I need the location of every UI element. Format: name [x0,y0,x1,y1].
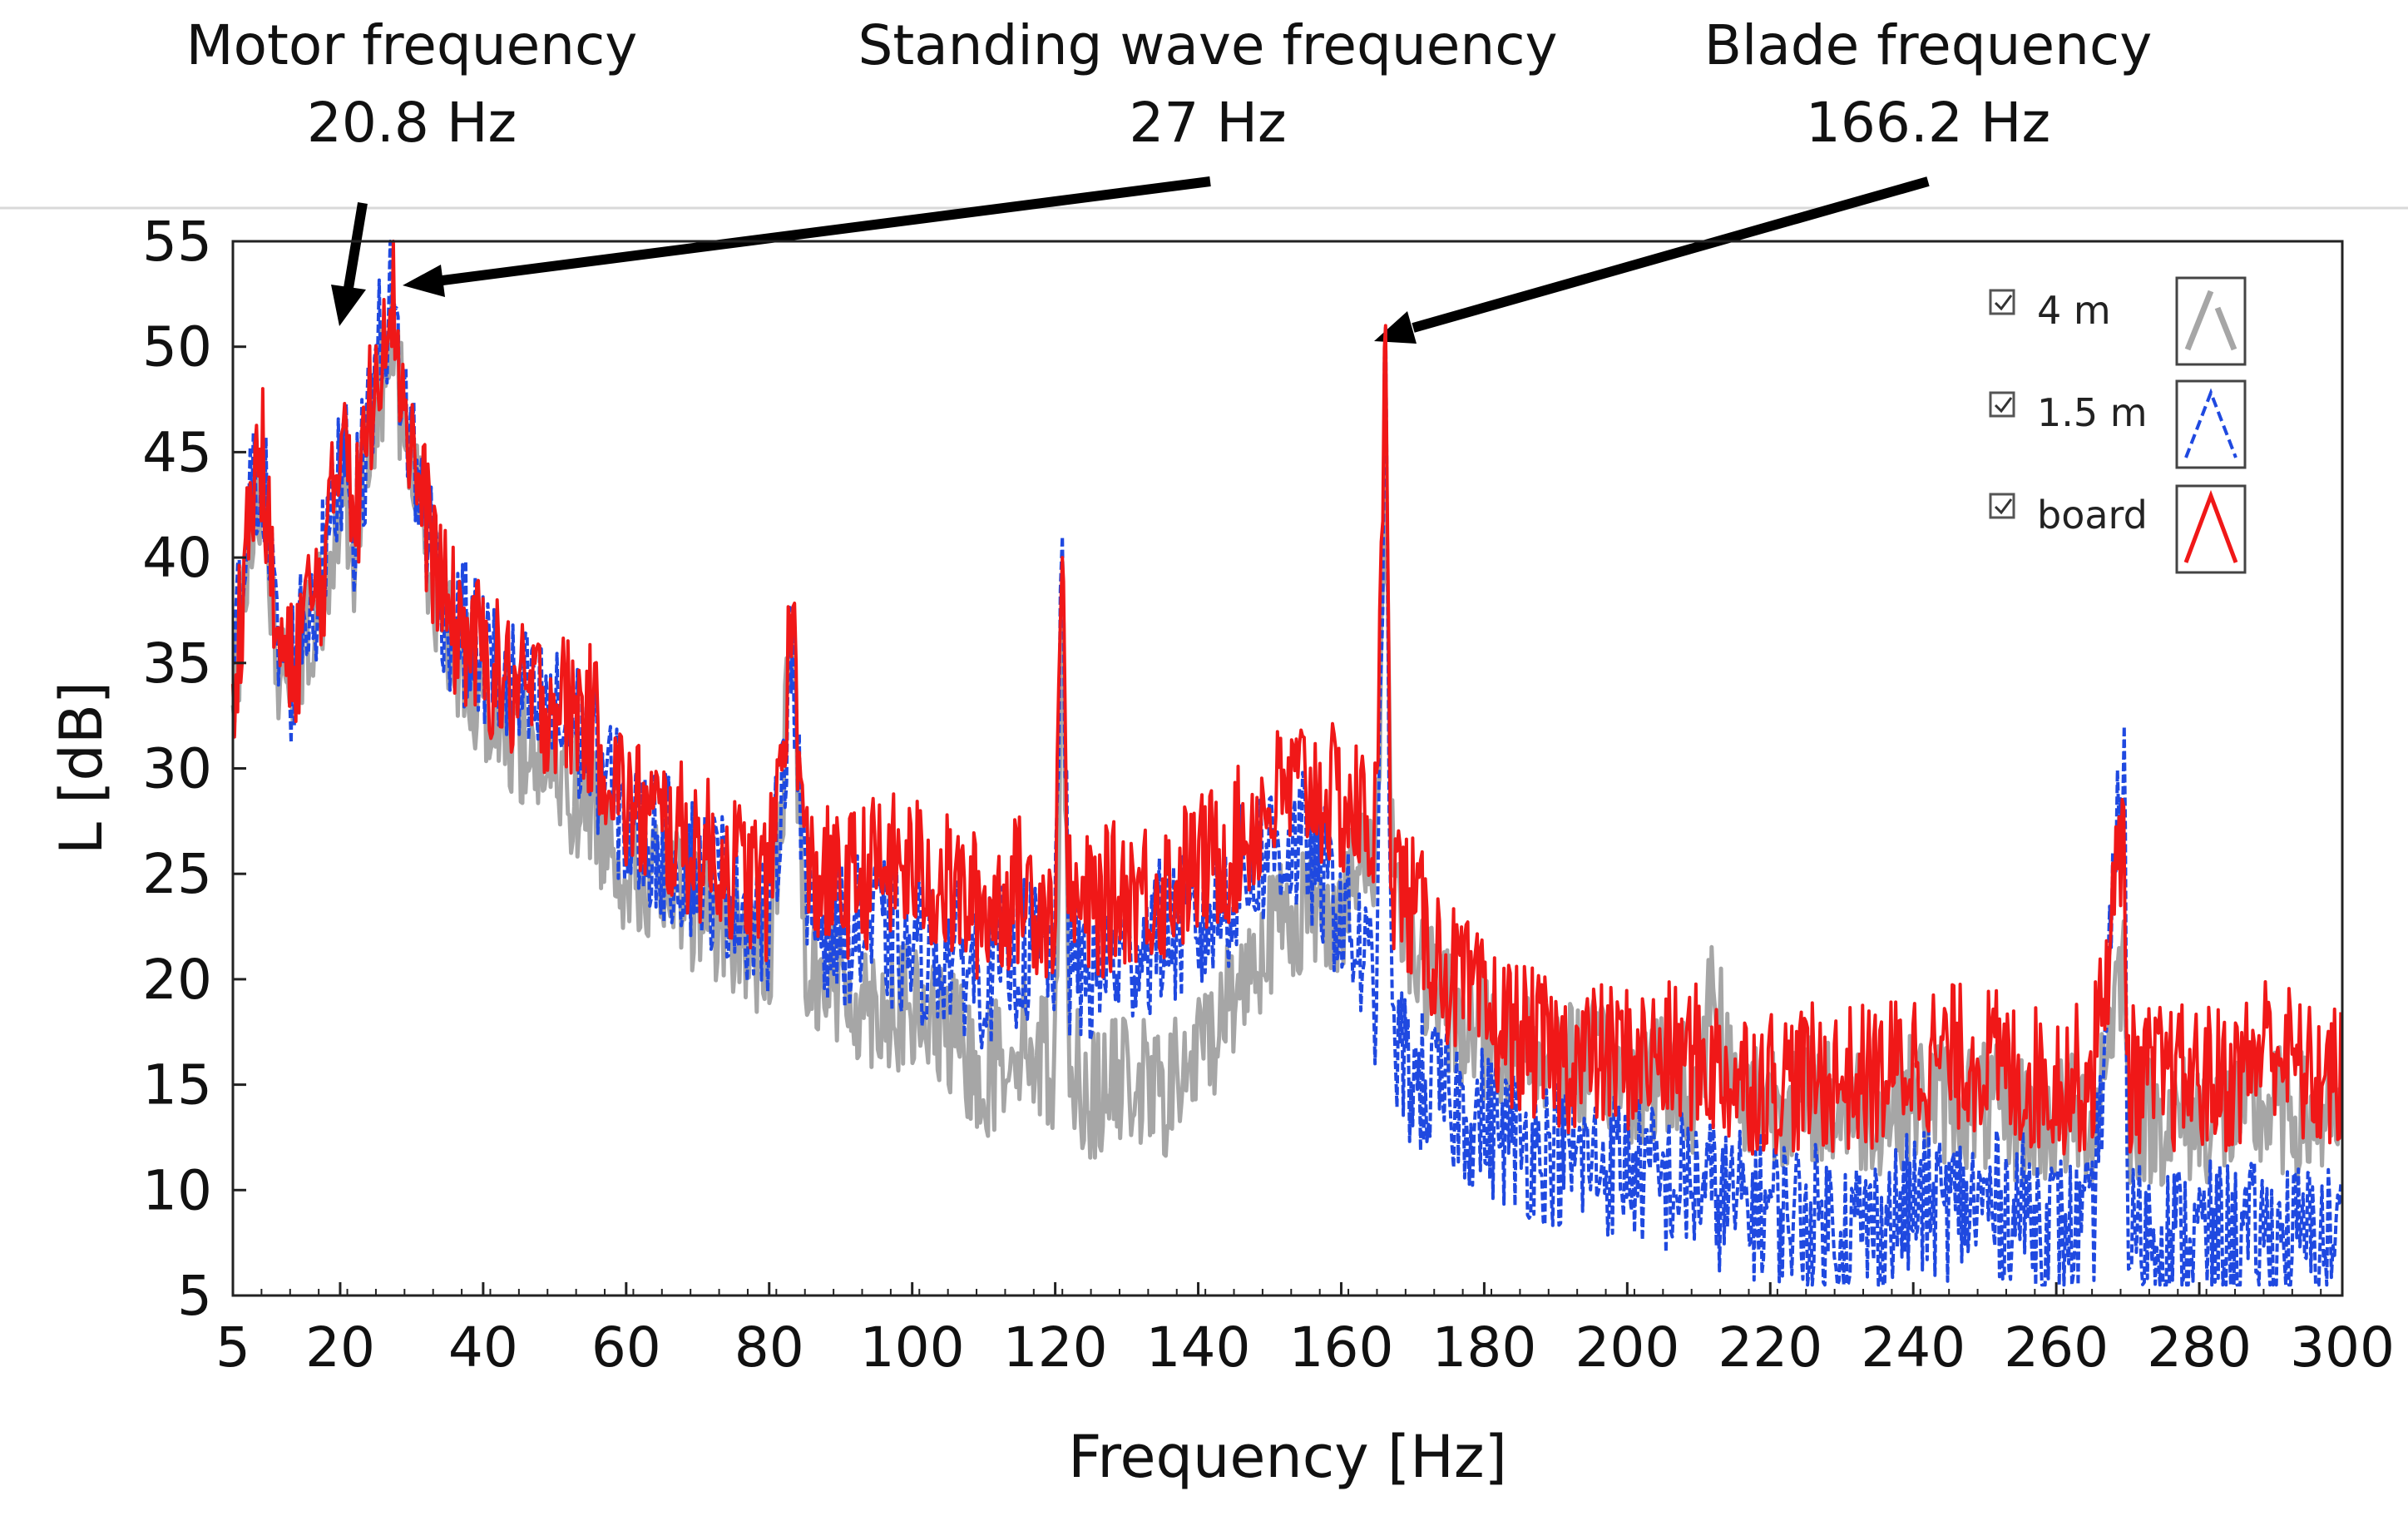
annotation-arrows [331,176,1930,344]
y-tick-label: 45 [142,420,212,484]
x-tick-label: 100 [860,1315,965,1380]
checkmark-icon [1994,397,2013,414]
standing-wave-annotation-title: Standing wave frequency [858,13,1557,77]
legend: 4 m 1.5 m board [1989,276,2247,574]
legend-checkbox-board[interactable] [1989,493,2015,519]
blade-arrowhead [1374,311,1417,344]
x-tick-label: 180 [1431,1315,1536,1380]
x-tick-label: 300 [2290,1315,2395,1380]
line-gray-icon [2184,290,2237,351]
x-tick-label: 140 [1146,1315,1251,1380]
y-tick-label: 10 [142,1158,212,1222]
axes: 5 20 40 60 80 100 120 140 160 180 200 220 240 260 280 3… [142,210,2395,1380]
legend-item-4m[interactable]: 4 m [1989,276,2247,366]
x-tick-label: 280 [2147,1315,2252,1380]
motor-arrowhead [331,285,366,326]
y-tick-label: 15 [142,1053,212,1117]
legend-item-1-5m[interactable]: 1.5 m [1989,379,2247,469]
x-tick-label: 220 [1718,1315,1822,1380]
legend-checkbox-4m[interactable] [1989,289,2015,315]
x-tick-label: 120 [1003,1315,1108,1380]
line-red-icon [2183,489,2238,563]
x-tick-label: 20 [305,1315,375,1380]
motor-annotation-value: 20.8 Hz [307,91,517,155]
blade-arrow [1412,176,1930,333]
line-blue-dashed-icon [2184,388,2237,458]
data-series [230,240,2343,1287]
x-axis-title: Frequency [Hz] [1068,1423,1507,1491]
legend-swatch-4m [2175,276,2247,366]
y-tick-label: 20 [142,948,212,1012]
x-tick-label: 80 [734,1315,804,1380]
y-tick-label: 40 [142,526,212,590]
standing-wave-arrow [442,176,1211,285]
legend-label-board: board [2037,493,2148,538]
x-tick-label: 60 [591,1315,661,1380]
legend-label-4m: 4 m [2037,288,2111,333]
x-tick-label: 240 [1861,1315,1965,1380]
y-tick-label: 5 [177,1264,212,1328]
y-tick-label: 30 [142,737,212,801]
checkmark-icon [1994,295,2013,311]
series-line-board [231,240,2343,1156]
x-tick-label: 5 [215,1315,250,1380]
standing-wave-annotation-value: 27 Hz [1129,91,1286,155]
legend-checkbox-1-5m[interactable] [1989,391,2015,418]
blade-annotation-title: Blade frequency [1704,13,2153,77]
x-tick-label: 200 [1575,1315,1679,1380]
motor-arrow [343,202,368,294]
legend-item-board[interactable]: board [1989,484,2247,574]
y-tick-label: 55 [142,210,212,274]
y-axis-title: L [dB] [47,681,116,855]
annotations: Motor frequency 20.8 Hz Standing wave fr… [186,13,2153,155]
motor-annotation-title: Motor frequency [186,13,638,77]
legend-label-1-5m: 1.5 m [2037,390,2148,435]
x-tick-label: 260 [2004,1315,2109,1380]
x-tick-label: 40 [448,1315,518,1380]
plot-frame [231,240,2344,1297]
x-tick-label: 160 [1288,1315,1393,1380]
y-tick-label: 35 [142,632,212,696]
y-tick-label: 25 [142,842,212,906]
standing-wave-arrowhead [403,265,445,297]
y-tick-label: 50 [142,315,212,379]
blade-annotation-value: 166.2 Hz [1806,91,2050,155]
checkmark-icon [1994,498,2013,515]
